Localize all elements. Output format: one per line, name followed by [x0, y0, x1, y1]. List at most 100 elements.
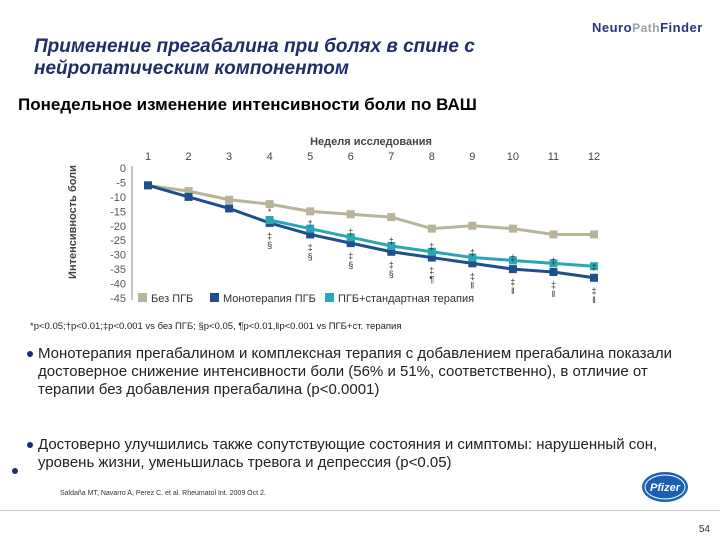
logo-neuro: Neuro: [592, 20, 633, 35]
data-point: [387, 247, 396, 256]
y-tick-label: -5: [116, 177, 126, 189]
decorative-dot: [12, 468, 18, 474]
data-point: [468, 253, 477, 262]
x-tick-label: 7: [388, 151, 394, 163]
bullet-2: Достоверно улучшились также сопутствующи…: [27, 436, 678, 472]
neuropathfinder-logo: NeuroPathFinder: [592, 20, 702, 44]
significance-bottom: §: [308, 251, 313, 261]
data-point: [387, 242, 396, 250]
citation: Saldaña MT, Navarro A, Perez C. et al. R…: [60, 490, 266, 497]
y-tick-label: -25: [110, 235, 126, 247]
data-point: [346, 233, 355, 242]
series-line-2: [147, 183, 595, 280]
significance-bottom: ‡: [551, 280, 556, 290]
legend-swatch: [325, 293, 334, 302]
series-line-1: [147, 183, 594, 236]
significance-bottom: §: [267, 240, 272, 250]
significance-top: ‡: [389, 236, 394, 246]
data-point: [144, 181, 152, 190]
x-tick-label: 9: [469, 151, 475, 163]
data-point: [590, 230, 598, 239]
y-axis-title: Интенсивность боли: [67, 165, 79, 279]
significance-bottom: §: [348, 260, 353, 270]
x-tick-label: 6: [348, 151, 354, 163]
significance-bottom: ‡: [389, 260, 394, 270]
significance-bottom: ‡: [510, 277, 515, 287]
significance-top: ‡: [510, 253, 515, 263]
chart-legend: Без ПГБ Монотерапия ПГБ ПГБ+стандартная те…: [138, 293, 474, 305]
y-tick-label: -45: [110, 293, 126, 305]
slide-title: Применение прегабалина при болях в спине…: [34, 36, 475, 79]
y-tick-label: -30: [110, 250, 126, 262]
legend-label: Монотерапия ПГБ: [223, 293, 316, 305]
x-tick-label: 5: [307, 151, 313, 163]
logo-finder: Finder: [660, 20, 703, 35]
significance-top: ‡: [348, 227, 353, 237]
data-point: [427, 253, 436, 262]
significance-top: ‡: [429, 242, 434, 252]
data-point: [387, 213, 396, 222]
significance-top: ‡: [470, 247, 475, 257]
significance-top: ‡: [551, 256, 556, 266]
data-point: [346, 210, 355, 219]
data-point: [225, 204, 234, 213]
footer-divider: [0, 510, 720, 511]
significance-bottom: ‡: [308, 242, 313, 252]
chart-subtitle: Понедельное изменение интенсивности боли…: [18, 95, 477, 114]
x-axis-title: Неделя исследования: [310, 136, 432, 148]
x-tick-label: 4: [267, 151, 273, 163]
data-point: [549, 268, 558, 276]
significance-bottom: ‖: [552, 289, 556, 299]
data-point: [184, 192, 193, 201]
x-tick-label: 10: [507, 151, 519, 163]
y-tick-label: -35: [110, 264, 126, 276]
x-tick-label: 12: [588, 151, 600, 163]
y-tick-label: -15: [110, 206, 126, 218]
legend-label: ПГБ+стандартная терапия: [338, 293, 474, 305]
significance-bottom: ‡: [429, 266, 434, 276]
data-point: [265, 200, 274, 209]
bullet-1-text: Монотерапия прегабалином и комплексная т…: [38, 345, 672, 398]
significance-top: ‡: [591, 262, 596, 272]
data-point: [468, 221, 477, 230]
data-point: [306, 230, 315, 239]
page-number: 54: [698, 524, 710, 535]
data-point: [346, 239, 355, 248]
significance-bottom: ‖: [471, 280, 475, 290]
significance-top: †: [308, 218, 313, 228]
data-point: [427, 224, 436, 233]
y-tick-label: -10: [110, 192, 126, 204]
data-point: [184, 187, 193, 196]
y-tick-label: -40: [110, 279, 126, 291]
data-point: [549, 230, 558, 239]
bullet-1: Монотерапия прегабалином и комплексная т…: [27, 345, 678, 399]
data-point: [306, 224, 315, 233]
legend-swatch: [210, 293, 219, 302]
significance-top: *: [268, 207, 272, 217]
data-point: [508, 265, 517, 274]
y-tick-label: 0: [120, 163, 126, 175]
chart-axes: 0-5-10-15-20-25-30-35-40-451 2 3 4 5 6 7 8 9 10 11…: [67, 136, 600, 305]
data-point: [468, 259, 477, 268]
legend-swatch: [138, 293, 147, 302]
legend-label: Без ПГБ: [151, 293, 193, 305]
data-point: [427, 247, 436, 256]
data-point: [549, 259, 558, 268]
significance-bottom: ‡: [470, 271, 475, 281]
pfizer-logo-text: Pfizer: [650, 482, 681, 494]
significance-bottom: ‡: [267, 231, 272, 241]
significance-bottom: ¶: [429, 275, 434, 285]
x-tick-label: 1: [145, 151, 151, 163]
data-point: [306, 207, 315, 216]
bullet-2-text: Достоверно улучшились также сопутствующи…: [38, 436, 658, 471]
significance-bottom: ‡: [591, 286, 596, 296]
chart-significance: *‡§†‡§‡‡§‡‡§‡‡¶‡‡‖‡‡‖‡‡‖‡‡‖: [267, 207, 596, 305]
significance-bottom: §: [389, 269, 394, 279]
data-point: [225, 195, 234, 204]
data-point: [265, 216, 274, 224]
chart-series: [144, 181, 598, 282]
data-point: [508, 224, 517, 233]
significance-bottom: ‖: [592, 295, 596, 305]
significance-bottom: ‖: [511, 286, 515, 296]
